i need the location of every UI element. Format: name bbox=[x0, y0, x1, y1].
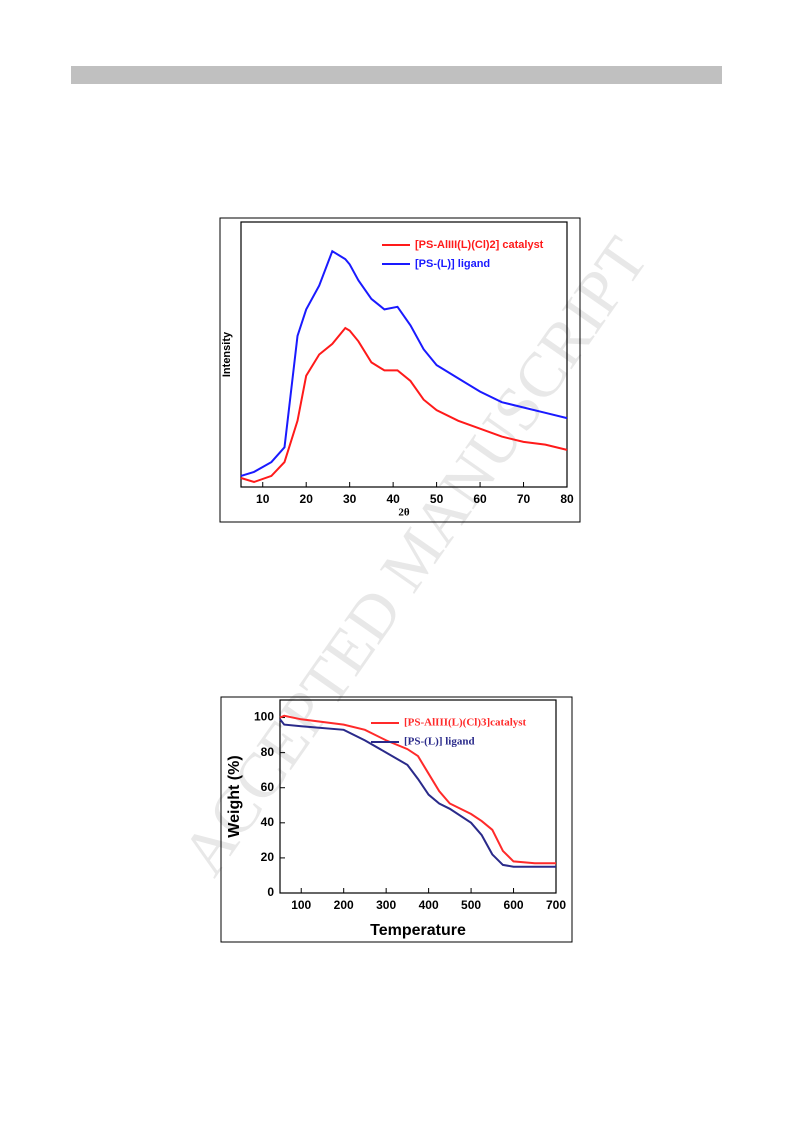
y-tick-label: 0 bbox=[267, 885, 274, 899]
x-tick-label: 200 bbox=[334, 898, 354, 912]
data-line bbox=[240, 326, 568, 484]
figure-frame bbox=[220, 696, 573, 943]
x-axis-label: 2θ bbox=[398, 507, 410, 519]
x-tick-label: 30 bbox=[343, 492, 357, 506]
y-tick-label: 40 bbox=[261, 815, 275, 829]
legend-label: [PS-AlIII(L)(Cl)3]catalyst bbox=[404, 717, 527, 729]
x-tick-label: 80 bbox=[560, 492, 574, 506]
plot-area bbox=[279, 699, 557, 894]
y-tick-label: 60 bbox=[261, 780, 275, 794]
y-tick-label: 100 bbox=[254, 710, 274, 724]
plot-area bbox=[240, 221, 568, 488]
y-axis-label: Intensity bbox=[221, 331, 233, 377]
x-tick-label: 100 bbox=[291, 898, 311, 912]
legend-label: [PS-(L)] ligand bbox=[415, 258, 490, 270]
legend-label: [PS-AlIII(L)(Cl)2] catalyst bbox=[415, 239, 544, 251]
x-axis-label: Temperature bbox=[370, 922, 466, 939]
x-tick-label: 40 bbox=[386, 492, 400, 506]
y-axis-label: Weight (%) bbox=[226, 755, 243, 837]
x-tick-label: 70 bbox=[517, 492, 531, 506]
x-tick-label: 20 bbox=[300, 492, 314, 506]
data-line bbox=[279, 718, 556, 868]
x-tick-label: 10 bbox=[256, 492, 270, 506]
legend-label: [PS-(L)] ligand bbox=[404, 736, 475, 748]
x-tick-label: 300 bbox=[376, 898, 396, 912]
x-tick-label: 50 bbox=[430, 492, 444, 506]
y-tick-label: 80 bbox=[261, 745, 275, 759]
data-line bbox=[240, 249, 568, 477]
data-line bbox=[279, 714, 556, 865]
x-tick-label: 700 bbox=[546, 898, 566, 912]
x-tick-label: 500 bbox=[461, 898, 481, 912]
figure-frame bbox=[219, 217, 581, 523]
x-tick-label: 60 bbox=[473, 492, 487, 506]
y-tick-label: 20 bbox=[261, 850, 275, 864]
x-tick-label: 600 bbox=[504, 898, 524, 912]
header-bar bbox=[71, 66, 722, 84]
x-tick-label: 400 bbox=[419, 898, 439, 912]
